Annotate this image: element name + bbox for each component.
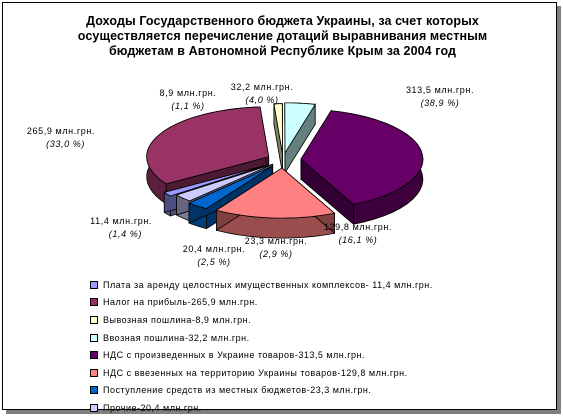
legend-swatch	[90, 298, 98, 306]
legend-swatch	[90, 386, 98, 394]
legend-label: НДС с ввезенных на территорию Украины то…	[103, 368, 408, 378]
legend-swatch	[90, 281, 98, 289]
slice-percent-label: (38,9 %)	[421, 98, 460, 108]
pie-slices	[147, 103, 423, 238]
slice-value-label: 32,2 млн.грн.	[231, 82, 294, 92]
legend-label: Ввозная пошлина-32,2 млн.грн.	[103, 333, 250, 343]
legend-item: Ввозная пошлина-32,2 млн.грн.	[90, 329, 510, 347]
legend-item: Прочие-20,4 млн.грн.	[90, 399, 510, 417]
legend-label: Вывозная пошлина-8,9 млн.грн.	[103, 315, 251, 325]
slice-percent-label: (4,0 %)	[245, 95, 278, 105]
legend-swatch	[90, 351, 98, 359]
slice-percent-label: (16,1 %)	[339, 235, 378, 245]
legend-item: НДС с ввезенных на территорию Украины то…	[90, 364, 510, 382]
legend-label: Поступление средств из местных бюджетов-…	[103, 385, 371, 395]
legend-label: Налог на прибыль-265,9 млн.грн.	[103, 297, 258, 307]
legend-swatch	[90, 334, 98, 342]
slice-percent-label: (33,0 %)	[46, 139, 85, 149]
legend-swatch	[90, 369, 98, 377]
slice-percent-label: (1,4 %)	[109, 229, 142, 239]
legend-label: НДС с произведенных в Украине товаров-31…	[103, 350, 365, 360]
slice-value-label: 8,9 млн.грн.	[160, 88, 217, 98]
slice-value-label: 20,4 млн.грн.	[183, 244, 246, 254]
legend-label: Плата за аренду целостных имущественных …	[103, 280, 433, 290]
slice-percent-label: (1,1 %)	[171, 101, 204, 111]
legend-swatch	[90, 316, 98, 324]
legend-item: Вывозная пошлина-8,9 млн.грн.	[90, 311, 510, 329]
legend-item: Налог на прибыль-265,9 млн.грн.	[90, 294, 510, 312]
slice-percent-label: (2,9 %)	[259, 249, 292, 259]
legend-item: Поступление средств из местных бюджетов-…	[90, 382, 510, 400]
slice-value-label: 23,3 млн.грн.	[245, 236, 308, 246]
slice-value-label: 313,5 млн.грн.	[406, 85, 474, 95]
slice-value-label: 265,9 млн.грн.	[27, 126, 95, 136]
legend-swatch	[90, 404, 98, 412]
legend: Плата за аренду целостных имущественных …	[90, 276, 510, 417]
slice-value-label: 11,4 млн.грн.	[90, 216, 152, 226]
legend-item: Плата за аренду целостных имущественных …	[90, 276, 510, 294]
legend-item: НДС с произведенных в Украине товаров-31…	[90, 346, 510, 364]
slice-percent-label: (2,5 %)	[197, 257, 230, 267]
legend-label: Прочие-20,4 млн.грн.	[103, 403, 202, 413]
slice-value-label: 129,8 млн.грн.	[324, 222, 392, 232]
